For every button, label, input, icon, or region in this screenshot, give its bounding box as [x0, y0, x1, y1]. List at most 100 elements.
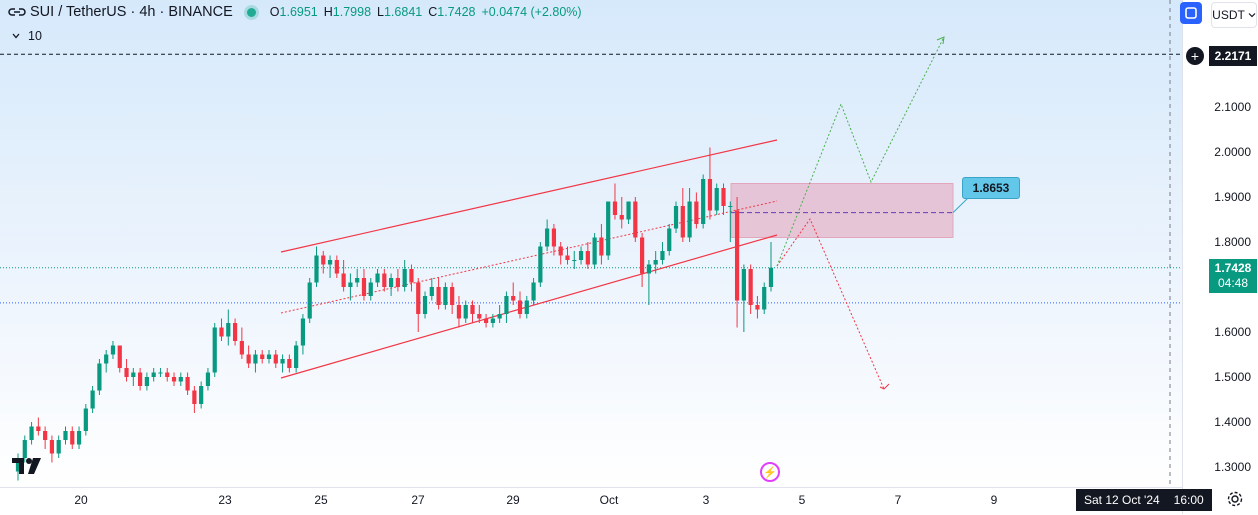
candle-body — [429, 287, 434, 296]
chevron-down-icon[interactable] — [12, 32, 20, 40]
price-axis[interactable]: 1.30001.40001.50001.60001.70001.80001.90… — [1182, 0, 1258, 514]
candle-body — [599, 237, 604, 256]
candle-body — [470, 305, 475, 314]
candle-body — [232, 323, 238, 341]
candle-body — [456, 305, 462, 319]
candle-body — [619, 215, 624, 220]
candle-body — [36, 426, 41, 431]
candle-body — [734, 210, 740, 301]
candle-body — [578, 251, 584, 260]
price-axis-tick: 1.9000 — [1214, 190, 1251, 204]
candle-body — [389, 278, 394, 287]
candle-body — [721, 188, 726, 206]
price-axis-tick: 1.6000 — [1214, 325, 1251, 339]
candle-body — [551, 228, 557, 247]
candle-body — [409, 269, 414, 283]
candle-body — [49, 440, 55, 454]
candle-body — [667, 228, 672, 251]
candle-body — [239, 341, 244, 355]
link-icon — [8, 8, 26, 16]
chart-area[interactable] — [0, 0, 1182, 487]
volume-legend[interactable]: 10 — [12, 29, 42, 43]
candle-body — [29, 426, 34, 440]
time-axis-tick: 3 — [702, 493, 710, 507]
crosshair-date-badge: Sat 12 Oct '24 16:00 — [1076, 489, 1212, 511]
candle-body — [592, 237, 597, 265]
candle-body — [226, 323, 231, 337]
time-axis[interactable]: 20 23 25 27 29 Oct 3 5 7 9 — [0, 487, 1182, 515]
candle-body — [660, 251, 665, 260]
candle-body — [524, 300, 529, 314]
candle-body — [294, 345, 299, 368]
candle-body — [178, 377, 183, 382]
candle-body — [144, 377, 149, 386]
candle-body — [687, 201, 692, 238]
candle-body — [341, 273, 346, 287]
candle-body — [171, 377, 177, 382]
add-alert-plus-icon[interactable]: + — [1186, 47, 1204, 65]
candle-body — [90, 390, 95, 409]
candle-body — [199, 386, 204, 404]
candle-body — [334, 260, 339, 274]
tradingview-logo-icon[interactable] — [12, 456, 44, 476]
candle-body — [205, 372, 211, 386]
candle-body — [43, 431, 48, 440]
candle-body — [673, 206, 679, 229]
candle-body — [640, 237, 645, 274]
candle-body — [63, 431, 68, 440]
candle-body — [694, 201, 699, 224]
candle-body — [382, 273, 387, 287]
candle-body — [212, 327, 217, 373]
candle-body — [680, 206, 685, 238]
settings-gear-icon[interactable] — [1226, 490, 1244, 508]
candle-body — [497, 314, 502, 319]
candle-body — [56, 440, 61, 454]
candle-body — [511, 296, 516, 301]
candle-body — [558, 246, 563, 256]
time-axis-tick: 25 — [314, 493, 328, 507]
compare-icon[interactable] — [1180, 2, 1202, 24]
time-axis-tick: Oct — [599, 493, 619, 507]
candle-body — [443, 287, 448, 305]
candle-body — [422, 296, 428, 314]
ohlc-open: O1.6951 — [269, 5, 318, 19]
time-axis-tick: 20 — [74, 493, 88, 507]
currency-selector[interactable]: USDT — [1211, 2, 1257, 28]
candle-body — [307, 282, 312, 319]
candle-body — [768, 267, 774, 287]
candle-body — [741, 269, 746, 301]
lightning-event-icon[interactable]: ⚡ — [760, 462, 780, 482]
time-axis-tick: 9 — [990, 493, 998, 507]
price-axis-tick: 1.3000 — [1214, 460, 1251, 474]
candle-body — [327, 260, 333, 265]
date-label: Sat 12 Oct '24 — [1084, 493, 1160, 507]
channel-lower-line — [280, 234, 778, 379]
market-open-indicator — [246, 7, 256, 17]
ohlc-high: H1.7998 — [323, 5, 372, 19]
chevron-down-icon — [1248, 13, 1256, 18]
candle-body — [748, 269, 753, 305]
candle-body — [707, 179, 713, 211]
candle-body — [314, 255, 319, 283]
candle-body — [416, 282, 421, 314]
target-price-callout[interactable]: 1.8653 — [962, 177, 1020, 199]
candle-body — [15, 458, 21, 472]
price-axis-tick: 2.0000 — [1214, 145, 1251, 159]
candle-body — [22, 440, 27, 458]
candle-body — [585, 251, 590, 265]
candle-body — [755, 305, 760, 310]
current-price-value: 1.7428 — [1214, 261, 1252, 275]
candle-body — [565, 255, 570, 260]
candle-body — [368, 282, 373, 296]
time-axis-tick: 7 — [894, 493, 902, 507]
price-axis-tick: 1.5000 — [1214, 370, 1251, 384]
ohlc-close: C1.7428 — [428, 5, 476, 19]
time-axis-tick: 5 — [798, 493, 806, 507]
candle-body — [483, 318, 489, 323]
candle-body — [572, 260, 577, 261]
bearish-arrowhead — [879, 383, 890, 390]
candle-body — [97, 363, 102, 391]
supply-zone-box — [730, 183, 954, 238]
candle-body — [626, 201, 631, 220]
symbol-title[interactable]: SUI / TetherUS · 4h · BINANCE — [30, 4, 233, 20]
